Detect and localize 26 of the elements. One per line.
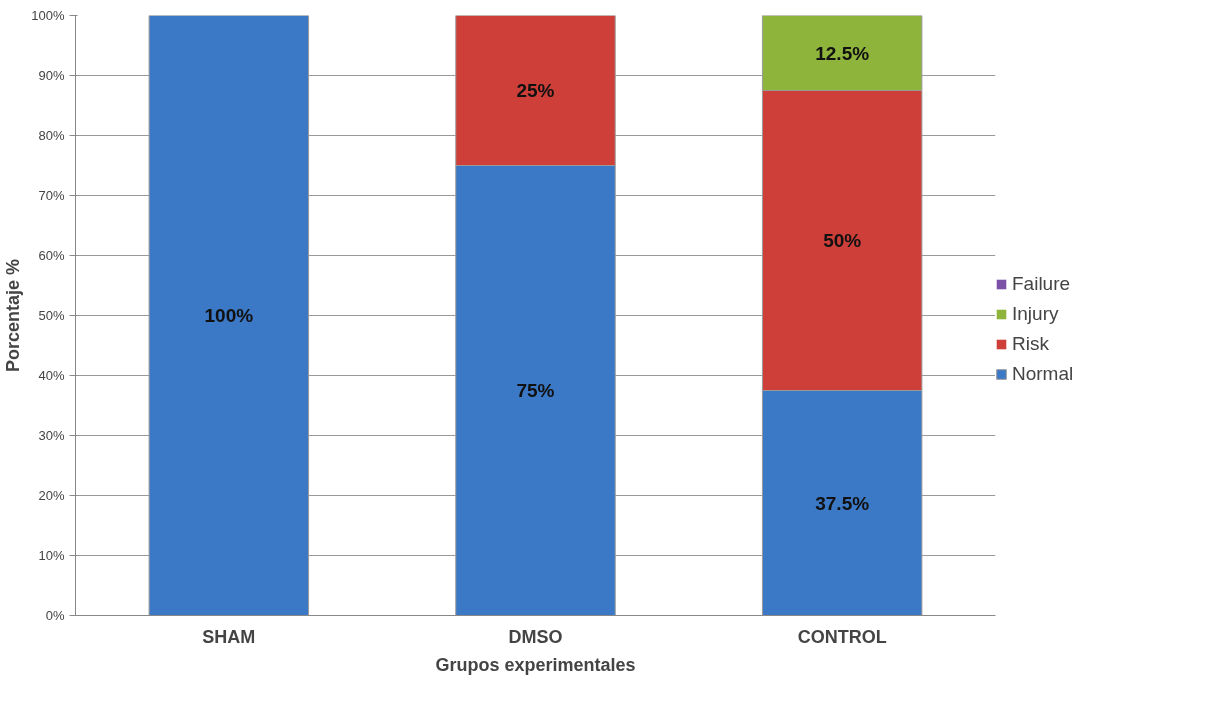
- data-label: 75%: [516, 380, 555, 401]
- x-tick-label: CONTROL: [797, 626, 887, 647]
- y-tick-label: 60%: [38, 248, 65, 263]
- y-tick-label: 80%: [38, 128, 65, 143]
- y-tick-label: 0%: [45, 608, 65, 623]
- y-tick-label: 70%: [38, 188, 65, 203]
- y-tick-label: 100%: [31, 8, 65, 23]
- data-label: 37.5%: [815, 492, 870, 514]
- y-tick-label: 50%: [38, 308, 65, 323]
- legend-label: Normal: [1012, 363, 1074, 385]
- data-label: 50%: [823, 230, 862, 251]
- y-tick-label: 20%: [38, 488, 65, 503]
- y-tick-label: 30%: [38, 428, 65, 443]
- x-axis-title: Grupos experimentales: [435, 654, 636, 675]
- legend-label: Injury: [1012, 303, 1059, 325]
- data-label: 100%: [204, 305, 254, 326]
- y-tick-label: 40%: [38, 368, 65, 383]
- x-tick-label: DMSO: [508, 626, 563, 647]
- legend-label: Failure: [1012, 273, 1071, 295]
- y-axis-title: Porcentaje %: [3, 258, 24, 373]
- x-tick-label: SHAM: [202, 626, 256, 647]
- legend-label: Risk: [1012, 333, 1049, 355]
- y-tick-label: 10%: [38, 548, 65, 563]
- data-label: 25%: [516, 80, 555, 101]
- y-tick-label: 90%: [38, 68, 65, 83]
- data-label: 12.5%: [815, 42, 870, 64]
